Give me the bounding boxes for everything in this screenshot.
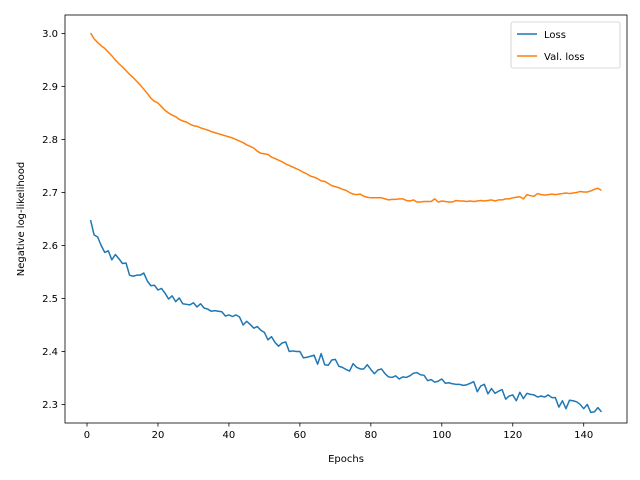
legend-box [510, 21, 621, 69]
y-tick-label: 2.6 [42, 241, 58, 252]
legend-label-loss: Loss [544, 30, 566, 41]
y-tick-label: 2.7 [42, 188, 58, 199]
legend-label-val-loss: Val. loss [544, 52, 585, 63]
x-tick-label: 40 [223, 430, 236, 441]
y-tick-label: 2.8 [42, 135, 58, 146]
x-tick-label: 20 [152, 430, 165, 441]
x-tick-label: 140 [574, 430, 593, 441]
y-tick-label: 3.0 [42, 29, 58, 40]
legend: Loss Val. loss [510, 21, 621, 69]
x-axis-ticks: 0 20 40 60 80 100 120 140 [84, 423, 593, 441]
x-axis-label: Epochs [328, 454, 364, 465]
y-axis-label: Negative log-likelihood [16, 162, 27, 277]
y-tick-label: 2.3 [42, 400, 58, 411]
y-tick-label: 2.5 [42, 294, 58, 305]
x-tick-label: 120 [503, 430, 522, 441]
axes-frame [64, 14, 628, 424]
y-tick-label: 2.4 [42, 347, 58, 358]
y-tick-label: 2.9 [42, 82, 58, 93]
series-line-loss [89, 219, 603, 414]
series-line-val-loss [89, 32, 602, 203]
y-axis-ticks: 2.3 2.4 2.5 2.6 2.7 2.8 2.9 3.0 [42, 29, 65, 411]
x-tick-label: 100 [432, 430, 451, 441]
x-tick-label: 0 [84, 430, 90, 441]
plot-series [89, 32, 603, 414]
x-tick-label: 60 [294, 430, 307, 441]
x-tick-label: 80 [364, 430, 377, 441]
